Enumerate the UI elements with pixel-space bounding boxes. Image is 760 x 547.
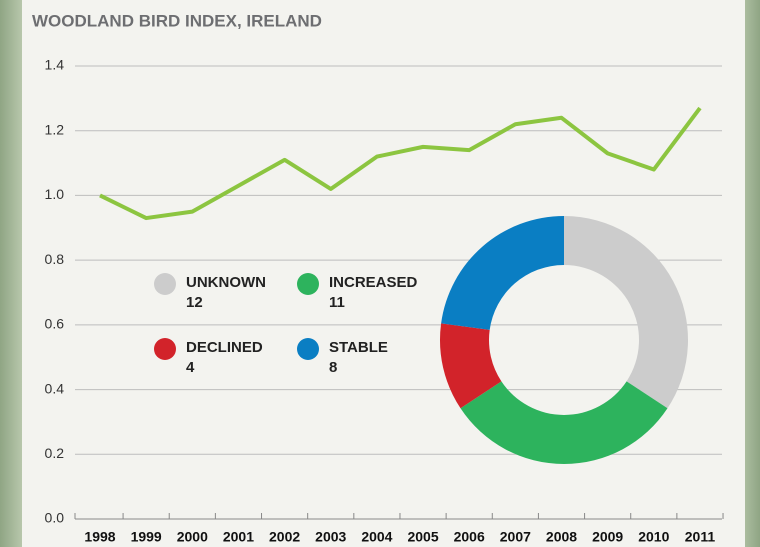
- x-tick-label: 1999: [131, 529, 162, 545]
- legend-label: STABLE: [329, 339, 388, 356]
- x-tick-label: 2010: [638, 529, 669, 545]
- x-tick-label: 1998: [84, 529, 115, 545]
- legend-label: UNKNOWN: [186, 274, 266, 291]
- line: [99, 106, 702, 221]
- x-tick-label: 2002: [269, 529, 300, 545]
- legend-swatch: [154, 338, 176, 360]
- x-tick-label: 2005: [407, 529, 438, 545]
- x-tick-label: 2000: [177, 529, 208, 545]
- legend-value: 11: [329, 294, 345, 311]
- y-tick-label: 1.0: [45, 186, 65, 202]
- y-tick-label: 0.2: [45, 445, 65, 461]
- y-tick-label: 0.8: [45, 251, 65, 267]
- donut-segment: [564, 216, 688, 409]
- x-tick-label: 2009: [592, 529, 623, 545]
- x-tick-label: 2003: [315, 529, 346, 545]
- y-tick-label: 0.4: [45, 380, 65, 396]
- y-tick-label: 0.6: [45, 316, 65, 332]
- x-tick-label: 2006: [454, 529, 485, 545]
- legend-value: 12: [186, 294, 203, 311]
- x-tick-label: 2001: [223, 529, 254, 545]
- legend-swatch: [297, 273, 319, 295]
- x-tick-label: 2011: [685, 529, 716, 545]
- legend-label: DECLINED: [186, 339, 263, 356]
- x-tick-label: 2004: [361, 529, 392, 545]
- y-tick-label: 0.0: [45, 510, 65, 526]
- donut-segment: [440, 323, 502, 409]
- x-tick-label: 2008: [546, 529, 577, 545]
- chart-title: WOODLAND BIRD INDEX, IRELAND: [32, 11, 322, 30]
- x-tick-label: 2007: [500, 529, 531, 545]
- legend-label: INCREASED: [329, 274, 418, 291]
- legend-value: 8: [329, 359, 337, 376]
- donut-segment: [460, 381, 668, 464]
- donut-segment: [441, 216, 564, 330]
- legend-swatch: [154, 273, 176, 295]
- legend-value: 4: [186, 359, 195, 376]
- legend-swatch: [297, 338, 319, 360]
- y-tick-label: 1.4: [45, 57, 65, 73]
- y-tick-label: 1.2: [45, 121, 65, 137]
